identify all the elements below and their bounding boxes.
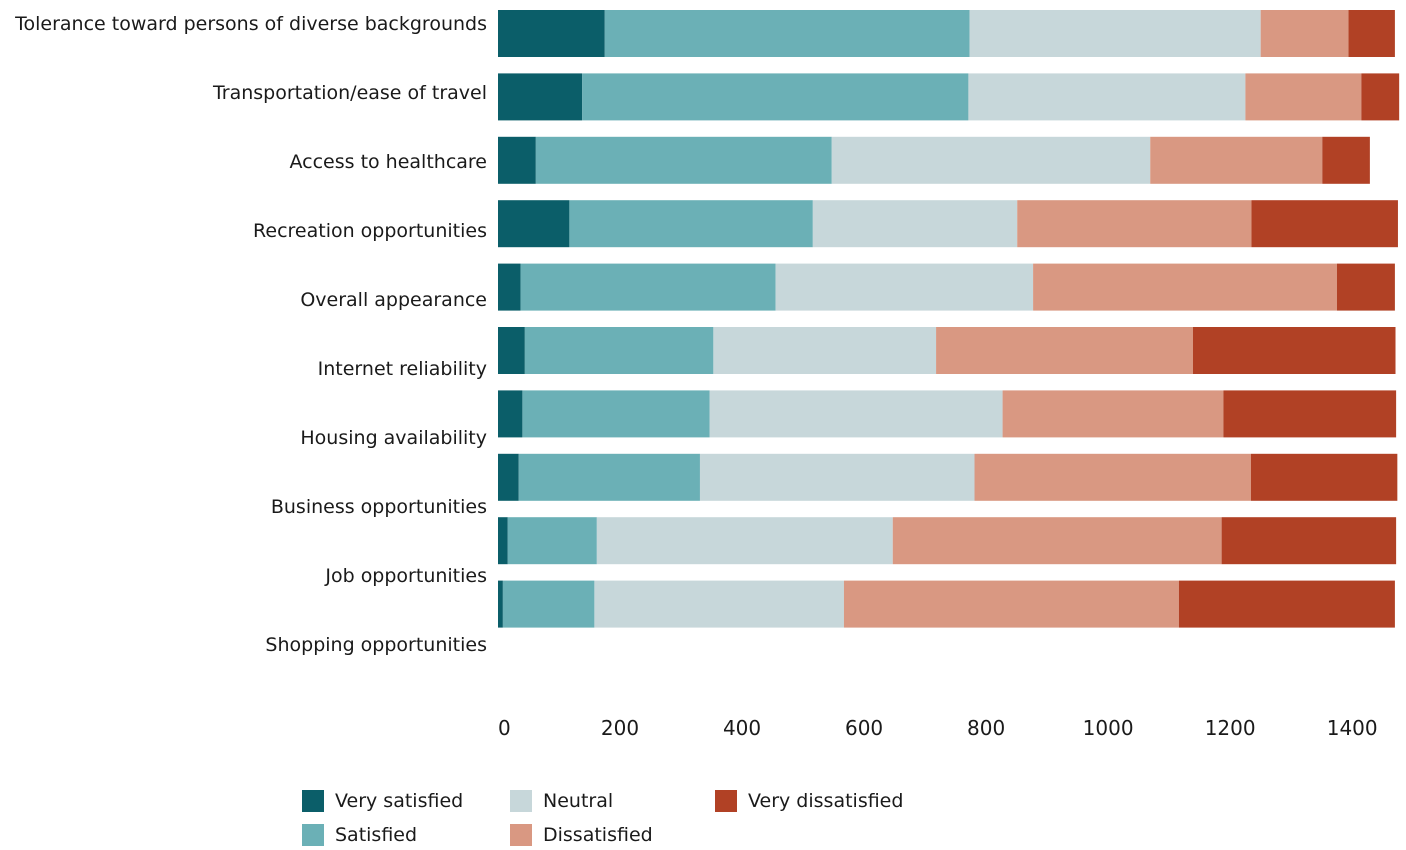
- legend-label-very-dissatisfied: Very dissatisfied: [748, 790, 904, 812]
- legend-item-very-satisfied: Very satisfied: [302, 790, 463, 812]
- bar-job-opportunities-satisfied: [507, 517, 597, 565]
- x-tick-label-1400: 1400: [1327, 716, 1378, 740]
- x-tick-label-600: 600: [845, 716, 883, 740]
- bar-internet-reliability-very-dissatisfied: [1192, 327, 1396, 374]
- x-tick-label-0: 0: [498, 716, 511, 740]
- x-tick-label-400: 400: [723, 716, 761, 740]
- bar-transportation-ease-of-travel-dissatisfied: [1245, 73, 1362, 121]
- bars-group: [498, 10, 1400, 628]
- bar-shopping-opportunities-very-satisfied: [498, 580, 503, 628]
- bar-overall-appearance-neutral: [775, 263, 1034, 311]
- bar-housing-availability-dissatisfied: [1002, 390, 1224, 438]
- category-label-housing-availability: Housing availability: [300, 427, 487, 449]
- bar-access-to-healthcare-very-dissatisfied: [1322, 136, 1370, 184]
- category-label-shopping-opportunities: Shopping opportunities: [265, 634, 487, 656]
- x-axis-tick-labels: 0 200 400 600 800 1000 1200 1400: [498, 716, 1378, 740]
- category-labels: Tolerance toward persons of diverse back…: [14, 13, 487, 656]
- bar-job-opportunities-very-dissatisfied: [1221, 517, 1397, 565]
- bar-housing-availability-very-dissatisfied: [1223, 390, 1397, 438]
- bar-tolerance-toward-persons-of-diverse-backgrounds-dissatisfied: [1260, 10, 1349, 57]
- legend-item-very-dissatisfied: Very dissatisfied: [715, 790, 903, 812]
- bar-shopping-opportunities-satisfied: [502, 580, 595, 628]
- legend-item-dissatisfied: Dissatisfied: [510, 824, 653, 846]
- bar-shopping-opportunities-neutral: [594, 580, 844, 628]
- category-label-recreation-opportunities: Recreation opportunities: [253, 220, 487, 242]
- bar-access-to-healthcare-very-satisfied: [498, 136, 536, 184]
- bar-recreation-opportunities-very-dissatisfied: [1251, 200, 1398, 248]
- bar-overall-appearance-very-satisfied: [498, 263, 521, 311]
- bar-tolerance-toward-persons-of-diverse-backgrounds-satisfied: [604, 10, 970, 57]
- bar-tolerance-toward-persons-of-diverse-backgrounds-very-satisfied: [498, 10, 605, 57]
- bar-overall-appearance-dissatisfied: [1033, 263, 1337, 311]
- bar-job-opportunities-neutral: [596, 517, 893, 565]
- bar-housing-availability-neutral: [709, 390, 1003, 438]
- bar-overall-appearance-very-dissatisfied: [1336, 263, 1395, 311]
- legend-label-neutral: Neutral: [543, 790, 614, 812]
- category-label-business-opportunities: Business opportunities: [271, 496, 487, 518]
- bar-transportation-ease-of-travel-very-dissatisfied: [1361, 73, 1400, 121]
- legend-swatch-neutral: [510, 790, 532, 812]
- bar-business-opportunities-very-dissatisfied: [1250, 453, 1398, 501]
- x-tick-label-1200: 1200: [1205, 716, 1256, 740]
- legend-swatch-very-dissatisfied: [715, 790, 737, 812]
- bar-housing-availability-satisfied: [522, 390, 710, 438]
- bar-access-to-healthcare-dissatisfied: [1150, 136, 1323, 184]
- category-label-transportation-ease-of-travel: Transportation/ease of travel: [212, 82, 487, 104]
- legend-swatch-dissatisfied: [510, 824, 532, 846]
- bar-housing-availability-very-satisfied: [498, 390, 523, 438]
- bar-internet-reliability-very-satisfied: [498, 327, 525, 374]
- legend-item-neutral: Neutral: [510, 790, 613, 812]
- bar-business-opportunities-neutral: [699, 453, 975, 501]
- bar-recreation-opportunities-satisfied: [569, 200, 813, 248]
- x-tick-label-1000: 1000: [1083, 716, 1134, 740]
- bar-internet-reliability-satisfied: [524, 327, 714, 374]
- bar-tolerance-toward-persons-of-diverse-backgrounds-neutral: [969, 10, 1261, 57]
- bar-shopping-opportunities-dissatisfied: [843, 580, 1179, 628]
- x-tick-label-800: 800: [967, 716, 1005, 740]
- legend: Very satisfied Satisfied Neutral Dissati…: [302, 790, 1002, 850]
- bar-job-opportunities-very-satisfied: [498, 517, 508, 565]
- legend-swatch-satisfied: [302, 824, 324, 846]
- bar-tolerance-toward-persons-of-diverse-backgrounds-very-dissatisfied: [1348, 10, 1395, 57]
- legend-label-very-satisfied: Very satisfied: [335, 790, 464, 812]
- bar-recreation-opportunities-very-satisfied: [498, 200, 570, 248]
- category-label-tolerance-toward-persons-of-diverse-backgrounds: Tolerance toward persons of diverse back…: [14, 13, 487, 35]
- bar-business-opportunities-satisfied: [518, 453, 700, 501]
- bar-shopping-opportunities-very-dissatisfied: [1178, 580, 1395, 628]
- stacked-bar-chart: Tolerance toward persons of diverse back…: [14, 10, 1400, 740]
- legend-swatch-very-satisfied: [302, 790, 324, 812]
- bar-access-to-healthcare-neutral: [831, 136, 1151, 184]
- bar-recreation-opportunities-dissatisfied: [1017, 200, 1252, 248]
- legend-item-satisfied: Satisfied: [302, 824, 417, 846]
- category-label-job-opportunities: Job opportunities: [324, 565, 487, 587]
- bar-internet-reliability-dissatisfied: [936, 327, 1193, 374]
- category-label-internet-reliability: Internet reliability: [318, 358, 487, 380]
- bar-transportation-ease-of-travel-very-satisfied: [498, 73, 583, 121]
- bar-transportation-ease-of-travel-satisfied: [582, 73, 969, 121]
- bar-business-opportunities-dissatisfied: [974, 453, 1251, 501]
- x-tick-label-200: 200: [601, 716, 639, 740]
- bar-transportation-ease-of-travel-neutral: [968, 73, 1246, 121]
- bar-job-opportunities-dissatisfied: [892, 517, 1222, 565]
- bar-overall-appearance-satisfied: [520, 263, 776, 311]
- category-label-access-to-healthcare: Access to healthcare: [289, 151, 487, 173]
- legend-label-dissatisfied: Dissatisfied: [543, 824, 653, 846]
- bar-recreation-opportunities-neutral: [812, 200, 1018, 248]
- bar-internet-reliability-neutral: [713, 327, 937, 374]
- category-label-overall-appearance: Overall appearance: [300, 289, 487, 311]
- bar-business-opportunities-very-satisfied: [498, 453, 519, 501]
- legend-label-satisfied: Satisfied: [335, 824, 418, 846]
- bar-access-to-healthcare-satisfied: [535, 136, 832, 184]
